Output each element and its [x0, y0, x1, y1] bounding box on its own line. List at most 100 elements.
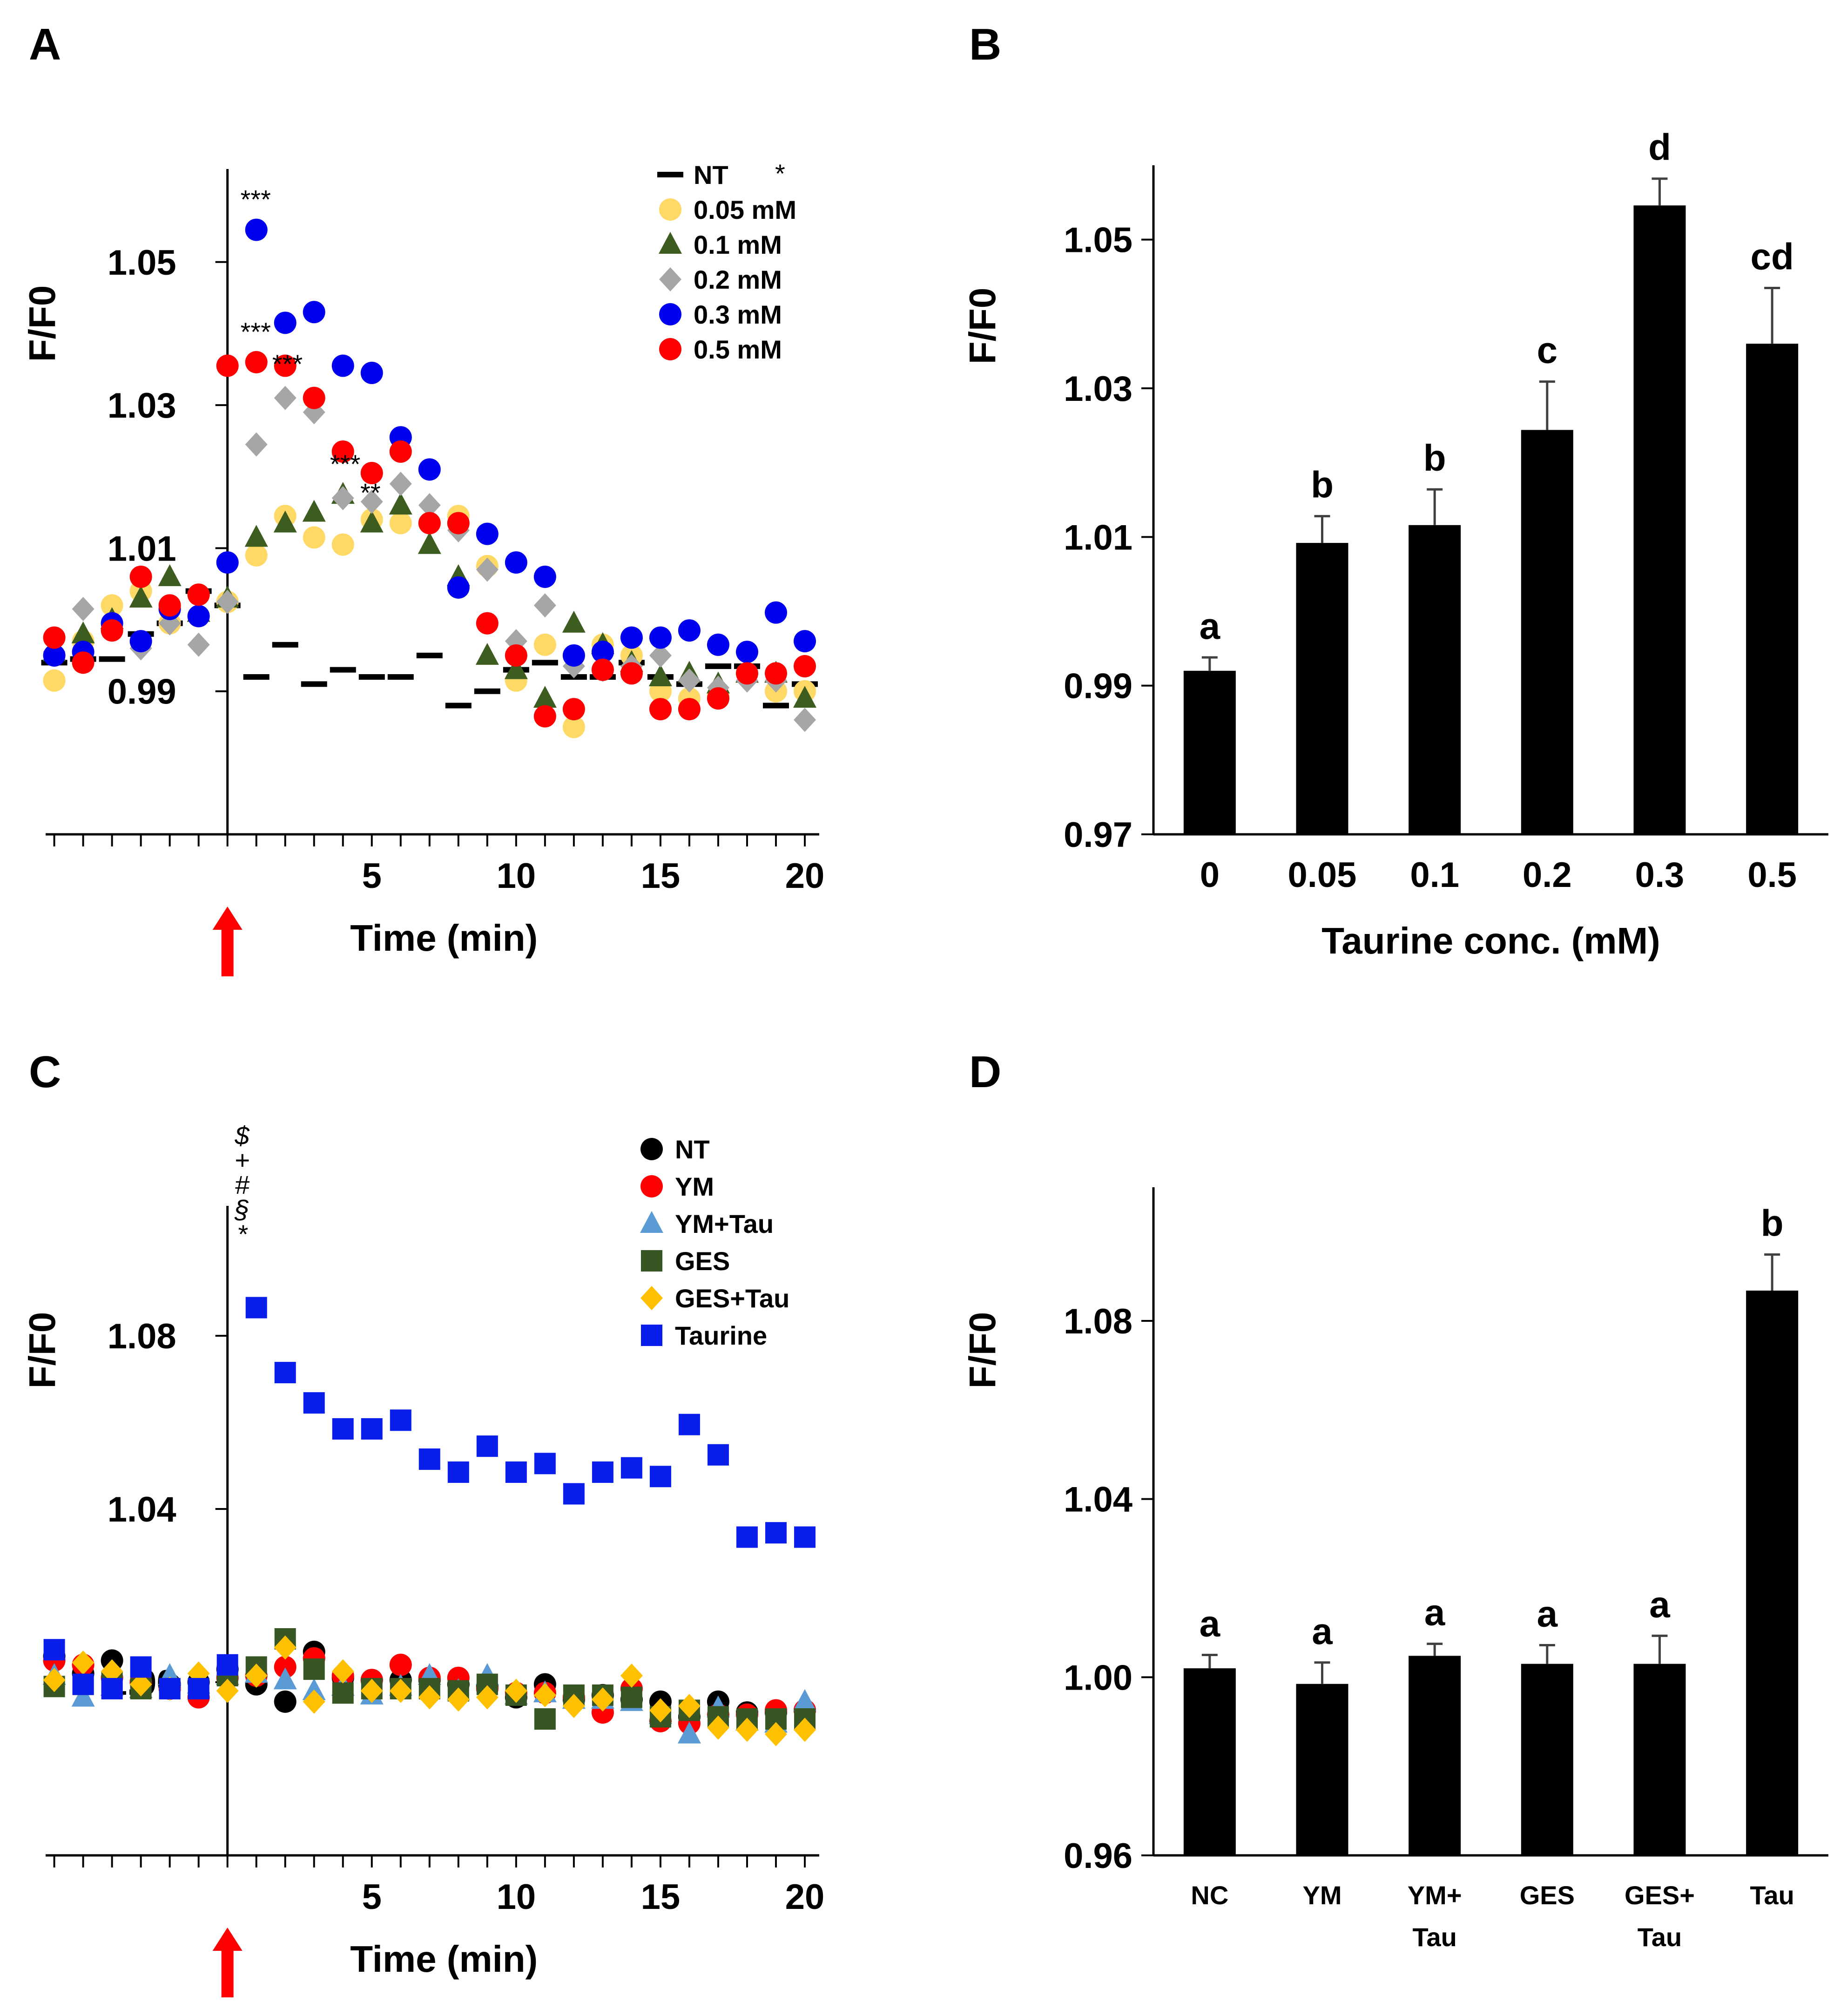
legend-marker — [659, 303, 681, 325]
data-point — [562, 610, 586, 633]
data-point — [216, 551, 239, 574]
data-point — [360, 361, 383, 384]
significance-mark: ** — [360, 478, 381, 507]
data-point — [475, 643, 499, 665]
data-point — [302, 500, 326, 522]
category-label: Tau — [1750, 1881, 1794, 1910]
data-point — [216, 1654, 238, 1676]
data-point — [476, 557, 499, 582]
legend-label: NT — [694, 160, 728, 189]
data-point — [216, 354, 239, 377]
data-point — [764, 662, 787, 685]
significance-mark: # — [235, 1170, 249, 1199]
data-point — [332, 1682, 354, 1704]
data-point — [71, 621, 95, 643]
data-point — [793, 1718, 816, 1742]
data-point — [476, 1685, 499, 1710]
data-point — [303, 1392, 325, 1414]
panel-label-b: B — [969, 20, 1001, 69]
data-point — [331, 440, 354, 463]
data-point — [762, 703, 789, 709]
data-point — [360, 462, 383, 485]
data-point — [389, 440, 412, 463]
data-point — [303, 1658, 325, 1680]
category-label: Tau — [1412, 1922, 1456, 1952]
significance-letter: a — [1537, 1593, 1558, 1634]
data-point — [43, 644, 66, 667]
data-point — [389, 512, 412, 534]
data-point — [620, 1457, 642, 1479]
y-tick-label: 1.03 — [108, 386, 176, 426]
bar — [1633, 205, 1686, 835]
x-axis-title: Time (min) — [350, 917, 538, 959]
x-tick-label: 5 — [362, 1877, 382, 1917]
data-point — [677, 1721, 701, 1744]
data-point — [533, 705, 556, 728]
y-tick-label: 0.99 — [108, 672, 176, 712]
bar — [1183, 670, 1236, 834]
legend-marker — [659, 198, 681, 221]
data-point — [245, 1297, 267, 1319]
data-point — [418, 493, 441, 518]
y-axis-title: F/F0 — [962, 288, 1003, 364]
data-point — [245, 1664, 268, 1688]
x-tick-label: 15 — [641, 856, 681, 896]
data-point — [533, 686, 557, 708]
data-point — [303, 526, 325, 549]
data-point — [158, 564, 182, 586]
y-tick-label: 1.04 — [108, 1490, 176, 1529]
data-point — [649, 1698, 672, 1723]
bar — [1746, 344, 1799, 835]
data-point — [532, 660, 558, 666]
data-point — [360, 510, 384, 533]
data-point — [562, 1694, 585, 1718]
significance-letter: b — [1761, 1202, 1784, 1244]
y-tick-label: 1.05 — [1064, 221, 1132, 260]
data-point — [245, 432, 268, 457]
data-point — [592, 1461, 613, 1483]
data-point — [793, 1689, 816, 1711]
data-point — [43, 1639, 65, 1661]
data-point — [620, 1664, 643, 1688]
data-point — [43, 626, 66, 649]
x-axis-title: Taurine conc. (mM) — [1321, 920, 1660, 961]
significance-mark: § — [234, 1195, 249, 1224]
data-point — [130, 1656, 152, 1678]
legend-label: GES+Tau — [675, 1284, 789, 1313]
legend-label: 0.1 mM — [694, 230, 782, 259]
data-point — [129, 585, 153, 608]
panel-label-a: A — [29, 20, 61, 69]
data-point — [447, 576, 470, 599]
data-point — [705, 663, 731, 669]
data-point — [243, 674, 270, 680]
data-point — [678, 1694, 701, 1718]
significance-mark: + — [235, 1145, 250, 1175]
category-label: YM — [1303, 1881, 1342, 1910]
y-tick-label: 1.05 — [108, 243, 176, 283]
data-point — [533, 633, 556, 656]
data-point — [389, 1653, 412, 1676]
data-point — [274, 1635, 297, 1660]
legend-marker — [659, 232, 682, 254]
y-axis-title: F/F0 — [962, 1312, 1003, 1388]
legend-marker — [659, 338, 681, 360]
data-point — [43, 1668, 66, 1692]
significance-letter: d — [1648, 127, 1671, 168]
stimulus-arrow — [212, 907, 243, 976]
data-point — [245, 351, 268, 373]
y-tick-label: 1.00 — [1064, 1658, 1132, 1698]
legend-marker — [641, 1325, 662, 1346]
data-point — [274, 386, 297, 410]
data-point — [447, 1461, 469, 1483]
x-tick-label: 5 — [362, 856, 382, 896]
category-label: GES+ — [1625, 1881, 1695, 1910]
stimulus-arrow — [212, 1928, 243, 1997]
data-point — [504, 657, 528, 679]
data-point — [302, 1678, 326, 1700]
data-point — [390, 1409, 411, 1431]
legend-label: YM+Tau — [675, 1209, 774, 1238]
data-point — [649, 643, 672, 668]
bar — [1746, 1290, 1799, 1855]
legend-marker — [640, 1286, 663, 1310]
category-label: 0.05 — [1288, 855, 1357, 895]
